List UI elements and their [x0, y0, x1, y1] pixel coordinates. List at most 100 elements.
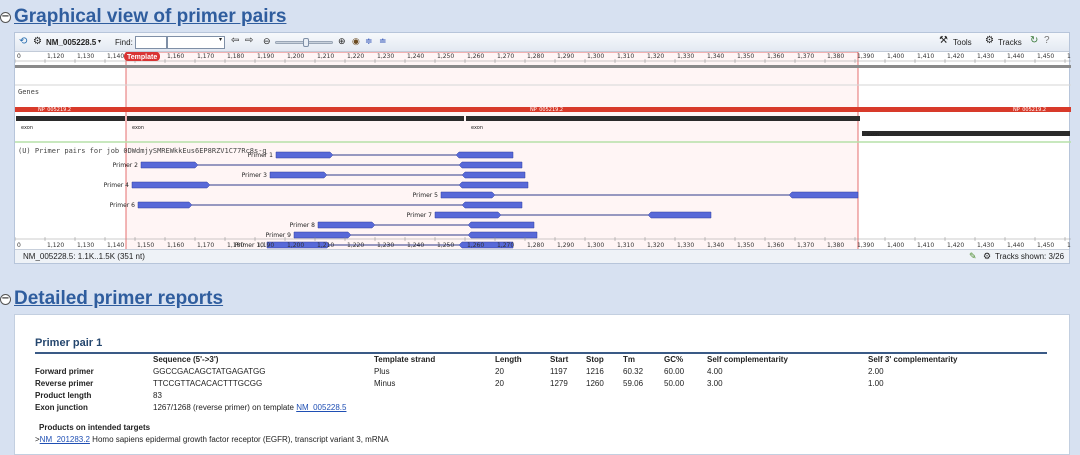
ruler-tick-label: 1,400 [887, 242, 904, 249]
strand-cell: Minus [374, 378, 396, 388]
ruler-tick-label: 1,410 [917, 242, 934, 249]
find-dropdown[interactable]: ▾ [167, 36, 225, 49]
tracks-shown-readout[interactable]: Tracks shown: 3/26 [995, 252, 1065, 261]
start-cell: 1279 [550, 378, 568, 388]
ruler-tick-label: 1,200 [287, 242, 304, 249]
primer-label[interactable]: Primer 1 [248, 152, 274, 159]
pan-right-icon[interactable]: ⇨ [245, 35, 254, 46]
primer-label[interactable]: Primer 7 [407, 212, 433, 219]
col-tm: Tm [623, 354, 635, 364]
zoom-in-icon[interactable]: ⊕ [338, 36, 346, 46]
primer-label[interactable]: Primer 4 [104, 182, 130, 189]
graphical-view-title[interactable]: Graphical view of primer pairs [14, 6, 287, 27]
collapse-toggle-icon[interactable]: − [0, 10, 11, 23]
template-chip-label[interactable]: Template [127, 54, 157, 61]
zoom-out-icon[interactable]: ⊖ [263, 36, 271, 46]
reverse-primer-arrow[interactable] [647, 211, 712, 219]
zoom-slider-knob[interactable] [303, 38, 309, 47]
template-link[interactable]: NM_005228.5 [296, 402, 347, 412]
tools-icon[interactable]: ⚒ [939, 35, 948, 46]
gear-small-icon[interactable]: ⚙ [33, 36, 42, 47]
reverse-primer-arrow[interactable] [455, 151, 514, 159]
forward-primer-arrow[interactable] [317, 221, 376, 229]
ruler-tick-label: 1,440 [1007, 53, 1024, 60]
forward-primer-arrow[interactable] [140, 161, 199, 169]
ruler-edge-label: 0 [17, 53, 21, 60]
ruler-tick-label: 1,140 [107, 242, 124, 249]
tools-menu[interactable]: Tools [953, 38, 972, 47]
strand-cell: Plus [374, 366, 390, 376]
chevron-down-icon[interactable]: ▾ [98, 39, 102, 45]
ruler-tick-label: 1,420 [947, 53, 964, 60]
ruler-tick-label: 1,350 [737, 53, 754, 60]
pencil-icon[interactable]: ✎ [969, 251, 977, 261]
reverse-primer-arrow[interactable] [458, 241, 514, 249]
forward-primer-arrow[interactable] [275, 151, 334, 159]
primer-label[interactable]: Primer 6 [110, 202, 136, 209]
refresh-icon[interactable]: ↻ [1030, 35, 1039, 46]
ruler-tick-label: 1,360 [767, 53, 784, 60]
next-feature-icon[interactable]: ≑ [365, 36, 373, 46]
prev-feature-icon[interactable]: ≐ [379, 36, 387, 46]
ruler-tick-label: 1,350 [737, 242, 754, 249]
ruler-tick-label: 1,270 [497, 53, 514, 60]
row-label: Reverse primer [35, 378, 94, 388]
product-accession-link[interactable]: NM_201283.2 [39, 435, 90, 444]
reverse-primer-arrow[interactable] [467, 221, 535, 229]
help-icon[interactable]: ? [1044, 35, 1050, 46]
forward-primer-arrow[interactable] [131, 181, 211, 189]
reverse-primer-arrow[interactable] [467, 231, 538, 239]
ruler-tick-label: 1,370 [797, 242, 814, 249]
pan-left-icon[interactable]: ⇦ [231, 35, 240, 46]
self3-comp-cell: 1.00 [868, 378, 884, 388]
forward-primer-arrow[interactable] [137, 201, 193, 209]
accession-select[interactable]: NM_005228.5 [46, 38, 97, 47]
ruler-tick-label: 1,120 [47, 53, 64, 60]
forward-primer-arrow[interactable] [266, 241, 331, 249]
exon-junction-value: 1267/1268 (reverse primer) on template N… [153, 401, 958, 413]
forward-primer-arrow[interactable] [434, 211, 502, 219]
primer-label[interactable]: Primer 5 [413, 192, 439, 199]
reverse-primer-arrow[interactable] [788, 191, 859, 199]
primer-label[interactable]: Primer 10 [235, 242, 264, 249]
exon-bar[interactable] [862, 131, 1070, 136]
tm-cell: 59.06 [623, 378, 644, 388]
tracks-shown-gear-icon[interactable]: ⚙ [983, 251, 992, 261]
tracks-gear-icon[interactable]: ⚙ [985, 35, 994, 46]
product-prefix: > [35, 435, 40, 444]
reverse-primer-arrow[interactable] [461, 201, 523, 209]
forward-primer-arrow[interactable] [269, 171, 328, 179]
exon-bar[interactable] [16, 116, 125, 121]
find-label: Find: [115, 38, 133, 47]
collapse-toggle-icon[interactable]: − [0, 292, 11, 305]
view-icon[interactable]: ◉ [352, 36, 360, 46]
protein-bar[interactable] [15, 107, 1071, 112]
ruler-tick-label: 1,460 [1067, 53, 1071, 60]
detailed-reports-title[interactable]: Detailed primer reports [14, 288, 224, 309]
primer-label[interactable]: Primer 3 [242, 172, 268, 179]
find-input[interactable] [135, 36, 167, 49]
tracks-menu[interactable]: Tracks [998, 38, 1022, 47]
ruler-tick-label: 1,310 [617, 242, 634, 249]
forward-primer-arrow[interactable] [440, 191, 496, 199]
protein-label: NP_005219.2 [1013, 107, 1046, 113]
col-start: Start [550, 354, 569, 364]
primer-track-label: (U) Primer pairs for job 0DWdmjySMREWkkE… [18, 147, 267, 155]
stop-cell: 1216 [586, 366, 604, 376]
template-chip[interactable] [124, 52, 160, 61]
ruler-tick-label: 1,320 [647, 53, 664, 60]
gc-cell: 50.00 [664, 378, 685, 388]
reverse-primer-arrow[interactable] [461, 171, 526, 179]
products-heading: Products on intended targets [39, 423, 151, 432]
ruler-edge-label: 0 [17, 242, 21, 249]
primer-label[interactable]: Primer 8 [290, 222, 316, 229]
primer-label[interactable]: Primer 2 [113, 162, 139, 169]
track-panel[interactable]: 0 1,120 1,130 1,140 1,150 1,160 1,170 1,180 1,19… [15, 52, 1071, 251]
exon-bar[interactable] [127, 116, 464, 121]
reverse-primer-arrow[interactable] [458, 181, 529, 189]
back-arrow-icon[interactable]: ⟲ [19, 36, 28, 47]
exon-bar[interactable] [466, 116, 860, 121]
primer-label[interactable]: Primer 9 [266, 232, 292, 239]
reverse-primer-arrow[interactable] [458, 161, 523, 169]
forward-primer-arrow[interactable] [293, 231, 352, 239]
